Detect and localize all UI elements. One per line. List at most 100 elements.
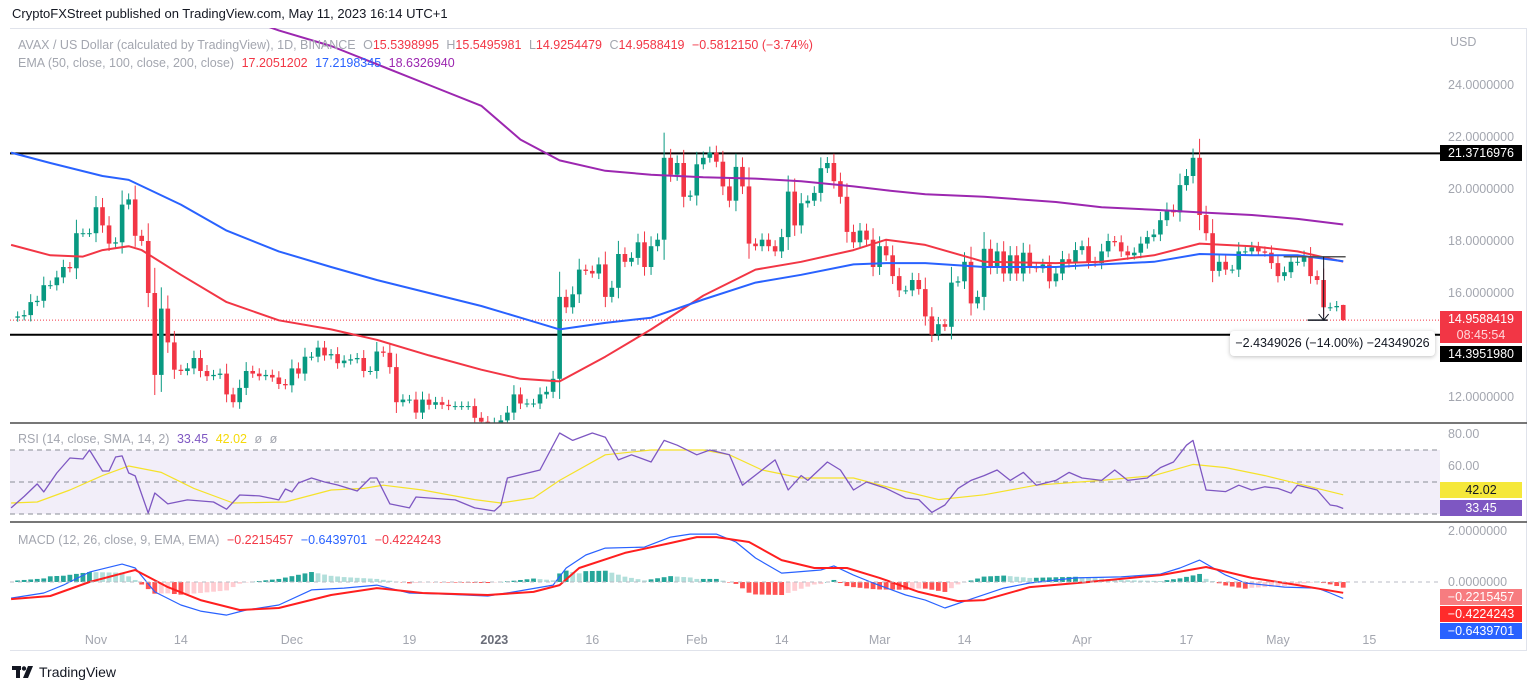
candle-body — [1079, 246, 1085, 251]
macd-line-tag: −0.6439701 — [1440, 623, 1522, 639]
macd-axis-tick: 0.0000000 — [1448, 575, 1507, 589]
candle-body — [394, 367, 399, 403]
candle-body — [132, 199, 138, 236]
candle-body — [1177, 185, 1183, 213]
candle-body — [550, 378, 556, 392]
candle-body — [256, 373, 262, 377]
macd-histogram-bar — [1118, 580, 1124, 582]
candle-body — [583, 269, 589, 271]
symbol-title[interactable]: AVAX / US Dollar (calculated by TradingV… — [18, 38, 356, 52]
support-price-tag: 14.3951980 — [1440, 346, 1522, 362]
footer-brand[interactable]: TradingView — [12, 664, 116, 680]
macd-histogram-bar — [935, 582, 941, 591]
price-axis-tick: 16.0000000 — [1448, 286, 1514, 300]
macd-histogram-bar — [1301, 582, 1307, 584]
macd-histogram-bar — [1269, 582, 1274, 587]
macd-histogram-bar — [616, 574, 621, 582]
candle-body — [1105, 241, 1111, 252]
candle-body — [805, 200, 811, 204]
macd-histogram-bar — [1001, 575, 1007, 582]
macd-histogram-bar — [478, 582, 484, 583]
candle-body — [1216, 261, 1222, 271]
candle-body — [642, 242, 647, 267]
macd-histogram-bar — [1184, 576, 1189, 582]
candle-body — [1301, 256, 1307, 262]
candle-body — [309, 356, 314, 358]
ema-title[interactable]: EMA (50, close, 100, close, 200, close) — [18, 56, 235, 70]
candle-body — [159, 308, 164, 375]
candle-body — [224, 373, 229, 395]
macd-histogram-bar — [1131, 580, 1137, 582]
macd-histogram-bar — [145, 582, 151, 590]
macd-title[interactable]: MACD (12, 26, close, 9, EMA, EMA) — [18, 533, 220, 547]
macd-histogram-bar — [93, 572, 99, 582]
macd-histogram-bar — [949, 582, 954, 589]
candle-body — [576, 269, 582, 295]
resistance-price-tag: 21.3716976 — [1440, 145, 1522, 161]
macd-histogram-bar — [198, 582, 203, 593]
macd-histogram-bar — [1138, 580, 1144, 582]
candle-body — [629, 257, 634, 262]
low-value: 14.9254479 — [535, 38, 602, 52]
candle-body — [165, 308, 171, 343]
candle-body — [289, 368, 295, 386]
candle-body — [204, 371, 210, 377]
macd-histogram-bar — [1014, 576, 1020, 582]
candle-body — [126, 199, 131, 205]
macd-histogram-bar — [309, 572, 314, 582]
candle-body — [80, 233, 86, 235]
macd-histogram-bar — [224, 582, 229, 591]
candle-body — [413, 399, 419, 413]
macd-histogram-bar — [178, 582, 184, 595]
macd-histogram-tag: −0.2215457 — [1440, 589, 1522, 605]
macd-histogram-bar — [1046, 577, 1052, 582]
macd-histogram-bar — [1340, 582, 1346, 588]
candle-body — [139, 235, 145, 241]
macd-histogram-bar — [994, 575, 1000, 582]
candle-body — [54, 277, 60, 286]
candle-body — [909, 280, 915, 291]
candle-body — [34, 300, 40, 303]
candle-body — [217, 373, 223, 375]
candle-body — [700, 157, 706, 165]
candle-body — [341, 360, 347, 364]
candle-body — [1190, 157, 1196, 176]
open-value: 15.5398995 — [372, 38, 439, 52]
candle-body — [687, 195, 693, 197]
macd-line — [11, 533, 1344, 616]
rsi-title[interactable]: RSI (14, close, SMA, 14, 2) — [18, 432, 170, 446]
macd-histogram-bar — [204, 582, 210, 593]
macd-histogram-bar — [524, 579, 530, 582]
macd-histogram-bar — [1079, 577, 1085, 582]
macd-histogram-bar — [635, 579, 641, 582]
candle-body — [420, 399, 425, 413]
macd-histogram-bar — [766, 582, 771, 595]
macd-histogram-bar — [740, 582, 745, 589]
macd-histogram-bar — [511, 580, 517, 582]
macd-histogram-bar — [413, 582, 419, 583]
candle-body — [1197, 157, 1202, 215]
macd-histogram-bar — [100, 572, 105, 582]
macd-histogram-bar — [132, 579, 138, 582]
macd-histogram-bar — [890, 582, 896, 590]
candle-body — [975, 296, 980, 304]
candle-body — [1047, 264, 1052, 282]
macd-histogram-bar — [557, 573, 563, 582]
candle-body — [1007, 255, 1013, 274]
close-label: C — [609, 38, 619, 52]
macd-histogram-bar — [981, 576, 987, 582]
candle-body — [988, 248, 993, 267]
macd-histogram-bar — [1216, 582, 1222, 584]
candle-body — [1164, 209, 1170, 221]
macd-histogram-bar — [1151, 580, 1157, 582]
macd-histogram-bar — [354, 577, 360, 582]
ema-legend: EMA (50, close, 100, close, 200, close) … — [18, 56, 459, 70]
macd-histogram-bar — [883, 582, 889, 590]
candle-body — [1275, 263, 1281, 277]
candle-body — [106, 225, 112, 244]
macd-histogram-bar — [420, 582, 425, 583]
macd-histogram-bar — [674, 576, 680, 582]
candle-body — [844, 196, 850, 232]
macd-histogram-bar — [289, 576, 295, 582]
